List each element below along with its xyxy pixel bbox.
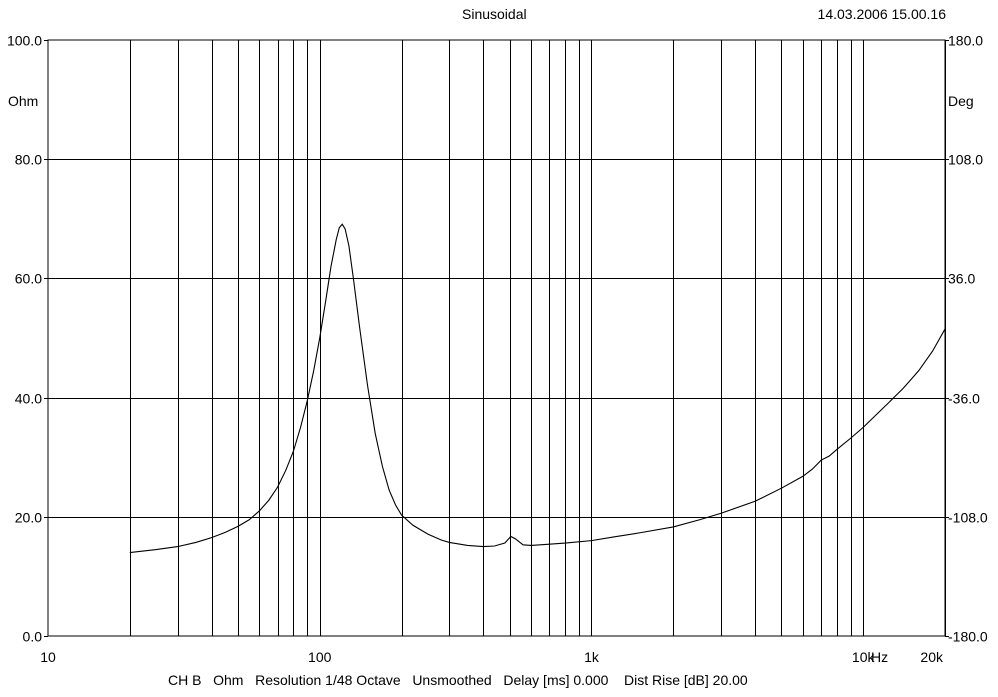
left-axis-ticks: 0.0 20.0 40.0 60.0 80.0 100.0 [7, 33, 48, 645]
horizontal-grid [48, 159, 945, 518]
right-tick-label: -108.0 [948, 510, 988, 526]
vertical-grid [130, 40, 946, 636]
left-tick-label: 100.0 [7, 33, 42, 49]
x-unit-label: Hz [871, 649, 888, 665]
left-tick-label: 60.0 [15, 271, 42, 287]
right-tick-label: -180.0 [948, 629, 988, 645]
right-tick-label: 108.0 [948, 152, 983, 168]
left-tick-label: 0.0 [23, 629, 43, 645]
x-tick-label: 10 [40, 649, 56, 665]
x-tick-label: 10k [852, 649, 876, 665]
right-tick-label: 36.0 [948, 271, 975, 287]
chart-title: Sinusoidal [462, 6, 527, 22]
x-axis-ticks: 10 100 1k 10k 20k [40, 649, 944, 665]
x-tick-label: 1k [584, 649, 600, 665]
measurement-datetime: 14.03.2006 15.00.16 [817, 6, 946, 22]
left-tick-label: 80.0 [15, 152, 42, 168]
right-tick-label: -36.0 [948, 391, 980, 407]
left-axis-label: Ohm [8, 93, 38, 109]
left-tick-label: 40.0 [15, 391, 42, 407]
right-tick-label: 180.0 [948, 33, 983, 49]
measurement-settings: CH B Ohm Resolution 1/48 Octave Unsmooth… [168, 672, 748, 688]
left-tick-label: 20.0 [15, 510, 42, 526]
right-axis-label: Deg [948, 93, 974, 109]
x-tick-label: 100 [308, 649, 332, 665]
plot-frame [47, 39, 946, 637]
x-tick-label: 20k [920, 649, 944, 665]
right-axis-ticks: -180.0 -108.0 -36.0 36.0 108.0 180.0 [945, 33, 988, 645]
plot-area [48, 40, 945, 636]
impedance-curve [129, 223, 946, 554]
